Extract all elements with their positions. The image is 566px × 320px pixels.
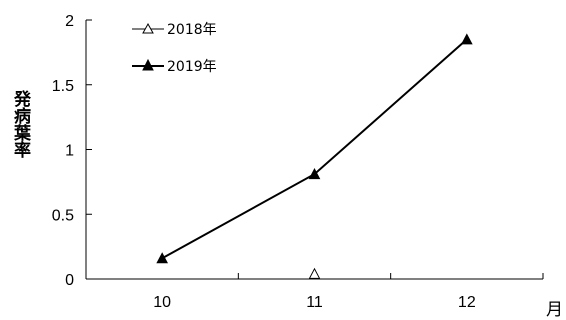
data-point xyxy=(308,267,321,279)
data-point xyxy=(156,252,168,264)
legend-label-2018: 2018年 xyxy=(167,22,217,38)
legend-marker-2019 xyxy=(142,58,154,71)
x-axis-ticks: 10 11 12 xyxy=(85,273,544,311)
y-tick-label: 0.5 xyxy=(52,207,74,224)
y-axis-title: 発病葉率 xyxy=(10,89,32,159)
legend: 2018年 2019年 xyxy=(132,22,217,75)
y-axis-ticks: 0 0.5 1 1.5 2 xyxy=(52,13,92,289)
y-tick-label: 0 xyxy=(65,272,74,289)
series-layer xyxy=(156,33,473,279)
legend-label-2019: 2019年 xyxy=(167,59,217,75)
x-axis-unit-label: 月 xyxy=(546,300,563,320)
x-tick-label: 11 xyxy=(306,294,323,311)
data-point xyxy=(461,33,473,45)
legend-marker-2018 xyxy=(142,22,154,34)
data-point xyxy=(308,168,321,180)
y-tick-label: 2 xyxy=(65,13,74,30)
y-tick-label: 1.5 xyxy=(52,78,74,95)
x-tick-label: 12 xyxy=(458,294,476,311)
x-tick-label: 10 xyxy=(153,294,171,311)
y-tick-label: 1 xyxy=(65,143,74,160)
